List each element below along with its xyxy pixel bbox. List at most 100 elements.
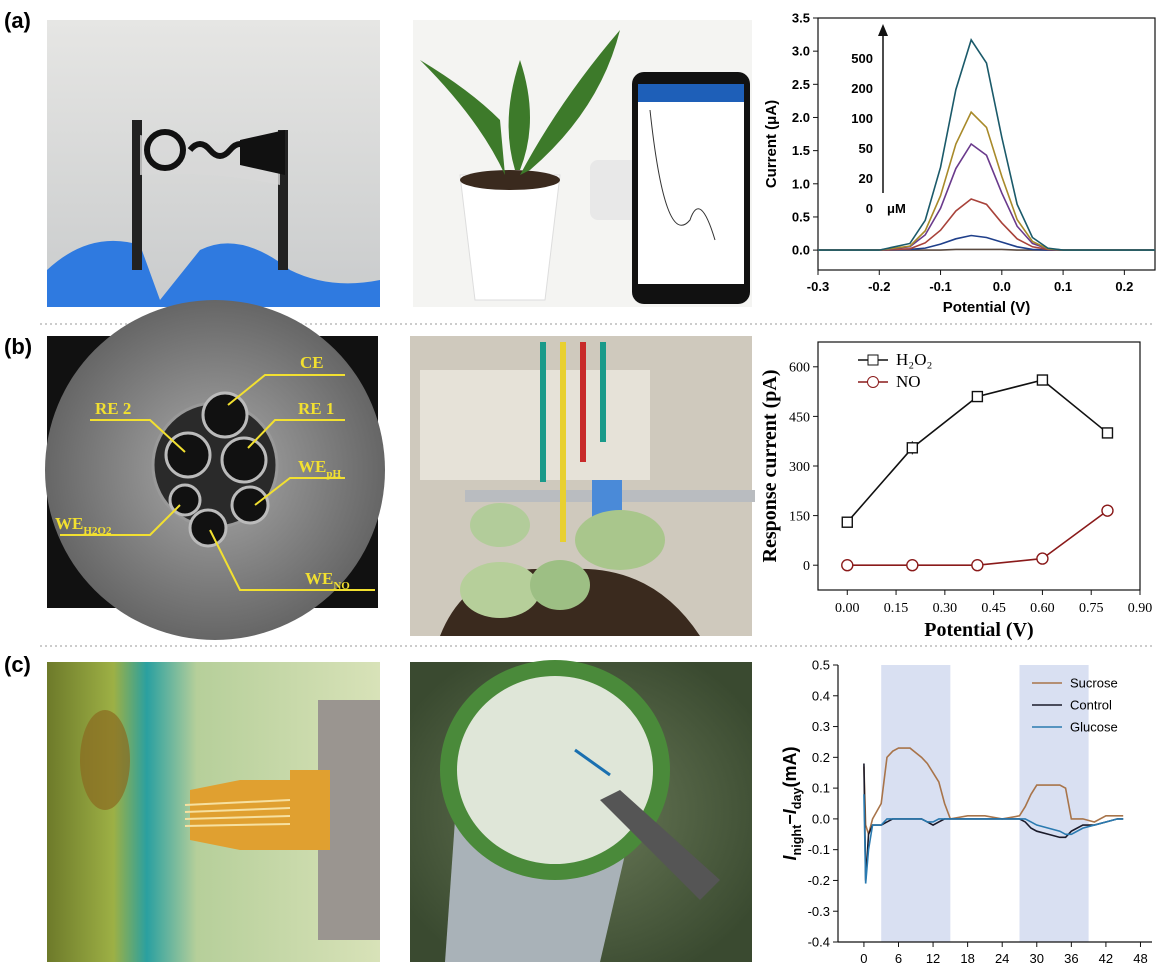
x-tick-label: -0.1 [929, 279, 951, 294]
marker [1102, 428, 1112, 438]
y-tick-label: 1.5 [792, 143, 810, 158]
y-tick-label: 600 [789, 361, 810, 376]
marker [907, 560, 918, 571]
x-tick-label: 0 [860, 951, 867, 966]
marker [972, 392, 982, 402]
y-tick-label: 3.0 [792, 44, 810, 59]
x-tick-label: -0.2 [868, 279, 890, 294]
photo-label-main: WE [305, 569, 333, 588]
figure: (a) (b) (c) [0, 0, 1159, 967]
photo-label-sub: pH [326, 468, 341, 480]
x-tick-label: 0.45 [981, 601, 1006, 616]
y-tick-label: 0.3 [812, 719, 830, 734]
marker [1037, 375, 1047, 385]
legend-label: 500 [851, 51, 873, 66]
legend-unit: μM [887, 201, 906, 216]
y-axis-label: Current (μA) [763, 100, 780, 188]
legend-label: 0 [866, 201, 873, 216]
series-line [818, 144, 1155, 250]
x-tick-label: 0.00 [835, 601, 860, 616]
x-tick-label: 48 [1133, 951, 1147, 966]
y-tick-label: -0.2 [808, 873, 830, 888]
y-tick-label: 0.5 [812, 658, 830, 673]
legend-label: NO [896, 372, 921, 391]
x-tick-label: 0.1 [1054, 279, 1072, 294]
x-tick-label: 18 [960, 951, 974, 966]
x-tick-label: 12 [926, 951, 940, 966]
x-tick-label: 6 [895, 951, 902, 966]
legend-label: 100 [851, 111, 873, 126]
x-tick-label: 30 [1030, 951, 1044, 966]
photo-label-sub: NO [333, 580, 350, 592]
x-tick-label: 0.15 [884, 601, 909, 616]
y-tick-label: 450 [789, 410, 810, 425]
y-axis-label-sub: night [790, 824, 804, 856]
photo-label: RE 2 [95, 399, 131, 418]
y-tick-label: 0.5 [792, 209, 810, 224]
panel-label: (a) [4, 8, 31, 33]
x-tick-label: 0.75 [1079, 601, 1104, 616]
panel-label: (b) [4, 334, 32, 359]
y-tick-label: 0 [803, 559, 810, 574]
y-tick-label: 2.0 [792, 110, 810, 125]
y-tick-label: 0.0 [792, 243, 810, 258]
y-tick-label: 150 [789, 510, 810, 525]
marker [907, 443, 917, 453]
legend-label: H₂O₂ [896, 350, 932, 369]
x-tick-label: 0.60 [1030, 601, 1055, 616]
legend-label: 20 [859, 171, 873, 186]
x-axis-label: Potential (V) [924, 619, 1033, 641]
y-tick-label: -0.4 [808, 935, 830, 950]
marker [842, 560, 853, 571]
y-axis-label-part: − [780, 814, 800, 825]
chart: 0.00 0.15 0.30 0.45 0.60 0.75 0.90 0 150 300 450 60… [759, 342, 1152, 641]
photo [410, 336, 755, 636]
photo-label: CE [300, 353, 324, 372]
legend-marker [868, 377, 879, 388]
y-tick-label: 300 [789, 460, 810, 475]
legend-arrow-head [878, 24, 888, 36]
shaded-region [881, 665, 950, 942]
photo: CE RE 2 RE 1 WEpH WEH2O2 WENO [45, 300, 385, 640]
legend-label: 200 [851, 81, 873, 96]
legend-marker [868, 355, 878, 365]
x-tick-label: 0.0 [993, 279, 1011, 294]
photo [410, 660, 752, 962]
photo [47, 662, 380, 962]
legend-label: Sucrose [1070, 676, 1118, 691]
marker [842, 517, 852, 527]
x-tick-label: 0.30 [933, 601, 958, 616]
y-tick-label: 0.1 [812, 781, 830, 796]
marker [972, 560, 983, 571]
photo [413, 20, 752, 307]
y-tick-label: -0.3 [808, 904, 830, 919]
x-tick-label: -0.3 [807, 279, 829, 294]
x-tick-label: 0.90 [1128, 601, 1153, 616]
y-tick-label: 0.2 [812, 750, 830, 765]
marker [1102, 505, 1113, 516]
y-axis-label-part: (mA) [780, 746, 800, 787]
y-tick-label: -0.1 [808, 842, 830, 857]
legend-label: Glucose [1070, 720, 1118, 735]
x-tick-label: 24 [995, 951, 1009, 966]
legend-label: 50 [859, 141, 873, 156]
x-axis-label: Potential (V) [943, 299, 1031, 316]
y-axis-label: Response current (pA) [759, 370, 781, 563]
x-tick-label: 0.2 [1115, 279, 1133, 294]
photo-label-main: WE [298, 457, 326, 476]
photo [47, 20, 380, 307]
y-tick-label: 1.0 [792, 176, 810, 191]
x-tick-label: 36 [1064, 951, 1078, 966]
y-axis-label: Inight−Iday(mA) [780, 746, 804, 860]
legend-label: Control [1070, 698, 1112, 713]
y-tick-label: 3.5 [792, 11, 810, 26]
photo-label: RE 1 [298, 399, 334, 418]
series-line [847, 511, 1107, 566]
x-tick-label: 42 [1099, 951, 1113, 966]
plot-frame [818, 342, 1140, 590]
panel-label: (c) [4, 652, 31, 677]
y-tick-label: 0.0 [812, 811, 830, 826]
series-line [818, 236, 1155, 251]
photo-label-main: WE [55, 514, 83, 533]
